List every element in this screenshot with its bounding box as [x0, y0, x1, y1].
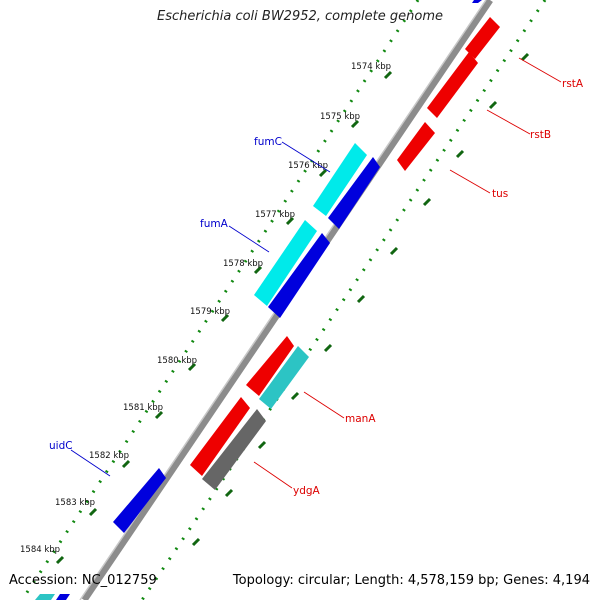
gene-uidC[interactable]: [113, 468, 166, 533]
gene-reverse-2[interactable]: [268, 233, 330, 318]
genes: [35, 0, 500, 600]
gene-red-4[interactable]: [190, 397, 250, 476]
gene-rstA[interactable]: [465, 17, 500, 59]
gene-cyan-bottom[interactable]: [35, 594, 55, 600]
scale-label-1580: 1580 kbp: [157, 356, 197, 366]
gene-reverse-1[interactable]: [328, 157, 380, 229]
gene-ydgA[interactable]: [202, 409, 266, 490]
scale-label-1574: 1574 kbp: [351, 62, 391, 72]
gene-red-3[interactable]: [246, 336, 294, 396]
gene-label-fumA: fumA: [200, 218, 229, 230]
gene-rstB[interactable]: [427, 52, 478, 118]
gene-fumA[interactable]: [254, 220, 317, 306]
scale-label-1584: 1584 kbp: [20, 545, 60, 555]
scale-label-1582: 1582 kbp: [89, 451, 129, 461]
scale-ticks-inner: [140, 0, 547, 600]
topology-text: Topology: circular; Length: 4,578,159 bp…: [232, 573, 590, 588]
gene-label-ydgA: ydgA: [293, 485, 321, 497]
gene-fumC[interactable]: [313, 143, 367, 216]
scale-label-1579: 1579 kbp: [190, 307, 230, 317]
callout-lines: [70, 57, 562, 489]
gene-label-tus: tus: [492, 188, 508, 200]
gene-label-manA: manA: [345, 413, 376, 425]
gene-label-fumC: fumC: [254, 136, 282, 148]
gene-blue-bottom[interactable]: [56, 594, 70, 600]
gene-label-uidC: uidC: [49, 440, 73, 452]
scale-label-1583: 1583 kbp: [55, 498, 95, 508]
gene-label-rstB: rstB: [530, 129, 551, 141]
scale-labels: 1574 kbp 1575 kbp 1576 kbp 1577 kbp 1578…: [20, 62, 391, 555]
scale-label-1578: 1578 kbp: [223, 259, 263, 269]
gene-label-rstA: rstA: [562, 78, 584, 90]
accession-text: Accession: NC_012759: [9, 573, 157, 588]
scale-label-1577: 1577 kbp: [255, 210, 295, 220]
gene-blue-top[interactable]: [472, 0, 482, 3]
gene-manA[interactable]: [259, 346, 309, 409]
major-scale-ticks: [55, 52, 530, 565]
scale-label-1575: 1575 kbp: [320, 112, 360, 122]
scale-label-1581: 1581 kbp: [123, 403, 163, 413]
map-title: Escherichia coli BW2952, complete genome: [157, 9, 443, 24]
scale-label-1576: 1576 kbp: [288, 161, 328, 171]
gene-tus[interactable]: [397, 122, 435, 171]
